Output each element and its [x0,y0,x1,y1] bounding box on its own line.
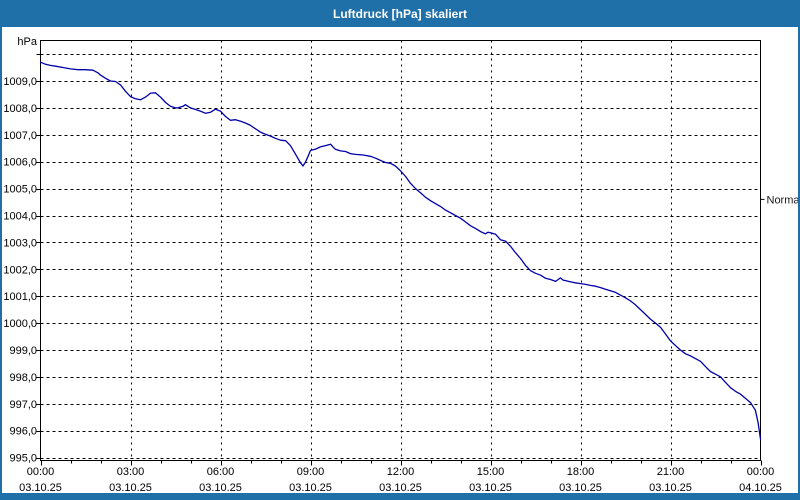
y-axis-unit-label: hPa [17,36,37,48]
x-tick-date-label: 04.10.25 [739,482,782,494]
x-axis-labels: 00:00 03.10.25 03:00 03.10.25 06:00 03.10.25 0… [19,466,782,494]
y-tick-label: 1009,0 [3,76,37,88]
x-tick-date-label: 03.10.25 [559,482,602,494]
x-tick-time-label: 00:00 [27,466,55,478]
y-tick-label: 1000,0 [3,318,37,330]
y-tick-label: 1006,0 [3,157,37,169]
y-tick-label: 999,0 [9,345,37,357]
x-tick-date-label: 03.10.25 [199,482,242,494]
window-title: Luftdruck [hPa] skaliert [332,6,468,21]
y-tick-label: 995,0 [9,453,37,465]
y-tick-label: 996,0 [9,426,37,438]
x-tick-date-label: 03.10.25 [19,482,62,494]
x-tick-time-label: 06:00 [207,466,235,478]
x-tick-date-label: 03.10.25 [649,482,692,494]
x-tick-time-label: 00:00 [747,466,775,478]
y-tick-label: 1005,0 [3,184,37,196]
x-tick-date-label: 03.10.25 [289,482,332,494]
window-title-bar: Luftdruck [hPa] skaliert [0,0,800,27]
x-tick-time-label: 09:00 [297,466,325,478]
axis-ticks [36,54,762,466]
y-tick-label: 1002,0 [3,264,37,276]
y-axis-labels: hPa 1009,0 1008,0 1007,0 1006,0 1005,0 1004,0 1… [3,36,38,465]
x-tick-time-label: 12:00 [387,466,415,478]
x-tick-time-label: 21:00 [657,466,685,478]
x-tick-date-label: 03.10.25 [379,482,422,494]
x-tick-time-label: 18:00 [567,466,595,478]
y-tick-label: 1004,0 [3,211,37,223]
y-tick-label: 1001,0 [3,291,37,303]
gridlines [40,40,761,461]
pressure-series-line [39,61,762,440]
pressure-curve [39,61,762,440]
normal-annotation: Normal [760,194,800,206]
y-tick-label: 1003,0 [3,237,37,249]
x-tick-time-label: 15:00 [477,466,505,478]
x-tick-date-label: 03.10.25 [109,482,152,494]
y-tick-label: 997,0 [9,399,37,411]
y-tick-label: 1007,0 [3,130,37,142]
x-tick-date-label: 03.10.25 [469,482,512,494]
y-tick-label: 1008,0 [3,103,37,115]
axes [40,40,761,461]
normal-label: Normal [767,194,800,206]
plot-border [40,40,761,461]
y-tick-label: 998,0 [9,372,37,384]
x-tick-time-label: 03:00 [117,466,145,478]
